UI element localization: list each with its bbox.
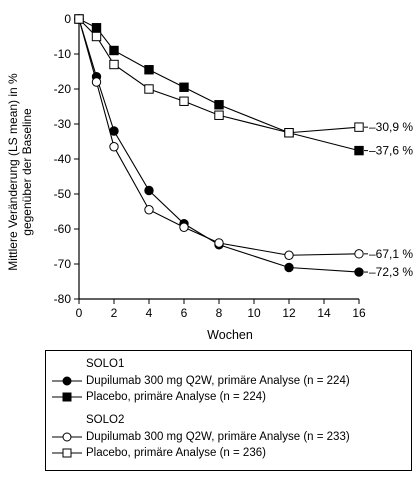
filled-circle-marker-icon: [52, 376, 82, 386]
data-point: [179, 96, 189, 106]
x-tick-label: 10: [247, 306, 261, 320]
legend-group-title: SOLO2: [86, 414, 125, 426]
series-open-square: [74, 14, 364, 138]
data-point: [91, 77, 102, 87]
x-tick-label: 16: [352, 306, 366, 320]
data-point: [354, 267, 364, 277]
data-point: [214, 110, 224, 120]
legend-item: Placebo, primäre Analyse (n = 224): [52, 390, 266, 404]
data-point: [284, 250, 294, 260]
data-point: [144, 205, 154, 215]
data-point: [214, 238, 224, 248]
series-filled-square: [74, 14, 364, 156]
data-point: [354, 249, 364, 259]
x-axis-title: Wochen: [207, 328, 253, 340]
data-point: [354, 145, 364, 156]
legend-item-label: Dupilumab 300 mg Q2W, primäre Analyse (n…: [86, 375, 350, 387]
y-tick-label: -10: [54, 47, 72, 61]
end-label: –67,1 %: [369, 247, 413, 261]
line-chart: Mittlere Veränderung (LS mean) in % gege…: [6, 12, 413, 340]
legend-item: Dupilumab 300 mg Q2W, primäre Analyse (n…: [52, 374, 350, 388]
x-tick-label: 14: [317, 306, 331, 320]
y-tick-label: -20: [54, 82, 72, 96]
x-tick-label: 4: [146, 306, 153, 320]
data-point: [144, 65, 154, 75]
data-point: [354, 122, 364, 132]
data-point: [179, 82, 189, 92]
open-square-marker-icon: [52, 448, 82, 458]
data-point: [74, 14, 84, 24]
end-label: –30,9 %: [369, 120, 413, 134]
x-tick-label: 8: [216, 306, 223, 320]
y-tick-label: -60: [54, 222, 72, 236]
end-label: –72,3 %: [369, 265, 413, 279]
y-axis-title: Mittlere Veränderung (LS mean) in % gege…: [6, 73, 34, 271]
data-point: [144, 84, 154, 94]
legend-item: Placebo, primäre Analyse (n = 236): [52, 446, 266, 460]
legend-group-title: SOLO1: [86, 358, 125, 370]
data-point: [91, 23, 102, 33]
x-tick-label: 12: [282, 306, 296, 320]
y-axis-title-line-1: Mittlere Veränderung (LS mean) in %: [6, 73, 20, 271]
y-tick-label: -50: [54, 187, 72, 201]
data-point: [91, 31, 102, 42]
open-circle-marker-icon: [52, 432, 82, 442]
data-point: [179, 222, 189, 232]
data-point: [109, 59, 119, 70]
y-tick-label: 0: [64, 12, 71, 26]
y-tick-label: -30: [54, 117, 72, 131]
data-point: [109, 45, 119, 56]
end-labels: –72,3 % –37,6 % –67,1 % –30,9 %: [364, 120, 413, 279]
filled-square-marker-icon: [52, 392, 82, 402]
data-point: [284, 128, 294, 138]
data-point: [214, 100, 224, 110]
legend-item-label: Dupilumab 300 mg Q2W, primäre Analyse (n…: [86, 431, 350, 443]
x-tick-label: 2: [111, 306, 118, 320]
x-tick-label: 6: [181, 306, 188, 320]
x-tick-label: 0: [76, 306, 83, 320]
series-layer: [74, 14, 364, 277]
legend: SOLO1 Dupilumab 300 mg Q2W, primäre Anal…: [45, 350, 412, 471]
axes: 0 -10 -20 -30 -40 -50 -60 -70 -80 0 2 4 6 8 10 12 14 16: [54, 12, 366, 320]
data-point: [284, 262, 294, 273]
series-line: [78, 18, 360, 256]
legend-item-label: Placebo, primäre Analyse (n = 224): [86, 391, 266, 403]
y-tick-label: -40: [54, 152, 72, 166]
data-point: [109, 142, 119, 152]
y-tick-label: -70: [54, 257, 72, 271]
legend-item: Dupilumab 300 mg Q2W, primäre Analyse (n…: [52, 430, 350, 444]
series-line: [78, 18, 360, 273]
y-axis-title-line-2: gegenüber der Baseline: [20, 108, 34, 236]
y-tick-label: -80: [54, 292, 72, 306]
end-label: –37,6 %: [369, 144, 413, 158]
data-point: [144, 185, 154, 196]
legend-item-label: Placebo, primäre Analyse (n = 236): [86, 447, 266, 459]
